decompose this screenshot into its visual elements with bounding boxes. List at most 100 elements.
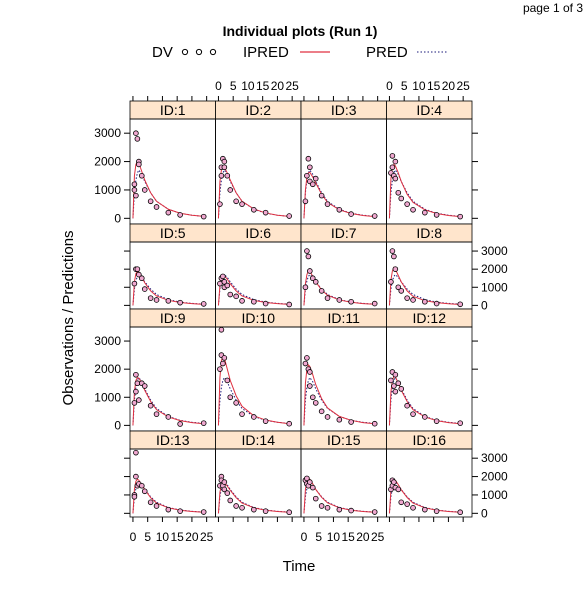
dv-point: [422, 209, 428, 216]
dv-point: [221, 479, 228, 485]
dv-point: [433, 508, 440, 514]
dv-point: [302, 360, 309, 367]
dv-point: [133, 192, 139, 199]
dv-point: [147, 402, 154, 409]
dv-point: [312, 495, 319, 502]
dv-point: [136, 397, 142, 403]
dv-point: [200, 301, 207, 307]
dv-point: [312, 175, 319, 182]
x-tick-label-bottom: 5: [144, 530, 151, 544]
panel-frame: [129, 118, 216, 225]
dv-point: [410, 505, 416, 511]
dv-point: [221, 279, 228, 285]
x-tick-label-bottom: 0: [130, 530, 137, 544]
panel: ID:11: [300, 308, 387, 432]
y-tick-label-right: 3000: [481, 244, 508, 258]
dv-point: [392, 175, 399, 182]
x-tick-label-bottom: 10: [327, 530, 341, 544]
dv-point: [141, 187, 148, 193]
dv-point: [309, 181, 316, 188]
dv-point: [220, 360, 226, 367]
panel-frame: [215, 448, 302, 518]
dv-point: [136, 161, 142, 168]
dv-point: [433, 300, 440, 307]
dv-point: [304, 355, 310, 361]
dv-point: [220, 273, 226, 280]
panel: ID:1: [129, 100, 216, 225]
dv-point: [422, 414, 428, 420]
panel-frame: [386, 448, 473, 518]
dv-point: [286, 509, 293, 516]
x-tick-label-top: 25: [456, 79, 470, 93]
x-tick-label-bottom: 20: [356, 530, 370, 544]
dv-point: [177, 212, 183, 218]
dv-point: [233, 293, 239, 300]
dv-point: [410, 207, 416, 213]
dv-point: [200, 213, 207, 220]
dv-point: [262, 418, 269, 424]
dv-point: [224, 490, 231, 496]
dv-point: [392, 371, 399, 378]
dv-point: [138, 275, 145, 282]
dv-point: [348, 211, 354, 217]
dv-point: [304, 248, 310, 254]
panel-strip-label: ID:9: [160, 310, 186, 326]
dv-point: [309, 484, 316, 491]
dv-point: [177, 508, 183, 514]
dv-point: [147, 198, 154, 205]
x-tick-label-bottom: 10: [156, 530, 170, 544]
dv-point: [147, 295, 154, 301]
dv-point: [391, 479, 397, 485]
dv-point: [410, 411, 416, 417]
dv-point: [391, 253, 397, 260]
dv-point: [318, 288, 325, 294]
panel: ID:3: [300, 100, 387, 225]
panel-strip-label: ID:2: [245, 102, 271, 118]
dv-point: [251, 298, 257, 305]
dv-point: [348, 507, 354, 514]
x-tick-label-bottom: 15: [170, 530, 184, 544]
y-tick-label-left: 1000: [94, 183, 121, 197]
dv-point: [398, 288, 405, 294]
dv-point: [422, 298, 428, 305]
panel-frame: [129, 241, 216, 310]
dv-point: [147, 499, 154, 506]
y-tick-label-left: 3000: [94, 126, 121, 140]
dv-point: [138, 482, 145, 489]
dv-point: [348, 298, 354, 305]
dv-point: [309, 275, 316, 282]
y-axis-label: Observations / Predictions: [60, 230, 77, 405]
dv-point: [224, 172, 231, 179]
panel: ID:9: [129, 308, 216, 432]
dv-point: [398, 195, 405, 202]
legend: DV IPRED PRED: [152, 44, 448, 61]
dv-point: [134, 136, 141, 142]
legend-label-ipred: IPRED: [243, 44, 289, 61]
dv-point: [307, 383, 313, 389]
dv-point: [251, 207, 257, 213]
x-tick-label-top: 5: [401, 79, 408, 93]
x-tick-label-top: 0: [215, 79, 222, 93]
dv-point: [307, 479, 313, 485]
dv-point: [165, 506, 172, 513]
dv-point: [177, 421, 183, 427]
panel-strip-label: ID:4: [416, 102, 442, 118]
dv-point: [221, 355, 228, 361]
panel: ID:15: [300, 430, 387, 518]
dv-point: [200, 509, 207, 515]
dv-point: [371, 300, 378, 307]
dv-point: [404, 295, 410, 301]
legend-dv-marker: [195, 48, 203, 56]
dv-point: [336, 506, 343, 513]
dv-point: [389, 248, 396, 254]
panel-frame: [386, 326, 473, 432]
dv-point: [133, 388, 139, 395]
panel: ID:13: [129, 430, 216, 518]
x-tick-label-top: 20: [442, 79, 456, 93]
y-tick-label-right: 1000: [481, 280, 508, 294]
x-tick-label-top: 15: [427, 79, 441, 93]
x-tick-label-top: 20: [271, 79, 285, 93]
dv-point: [457, 420, 464, 426]
page-label: page 1 of 3: [523, 1, 583, 15]
legend-dv-marker: [209, 48, 217, 56]
